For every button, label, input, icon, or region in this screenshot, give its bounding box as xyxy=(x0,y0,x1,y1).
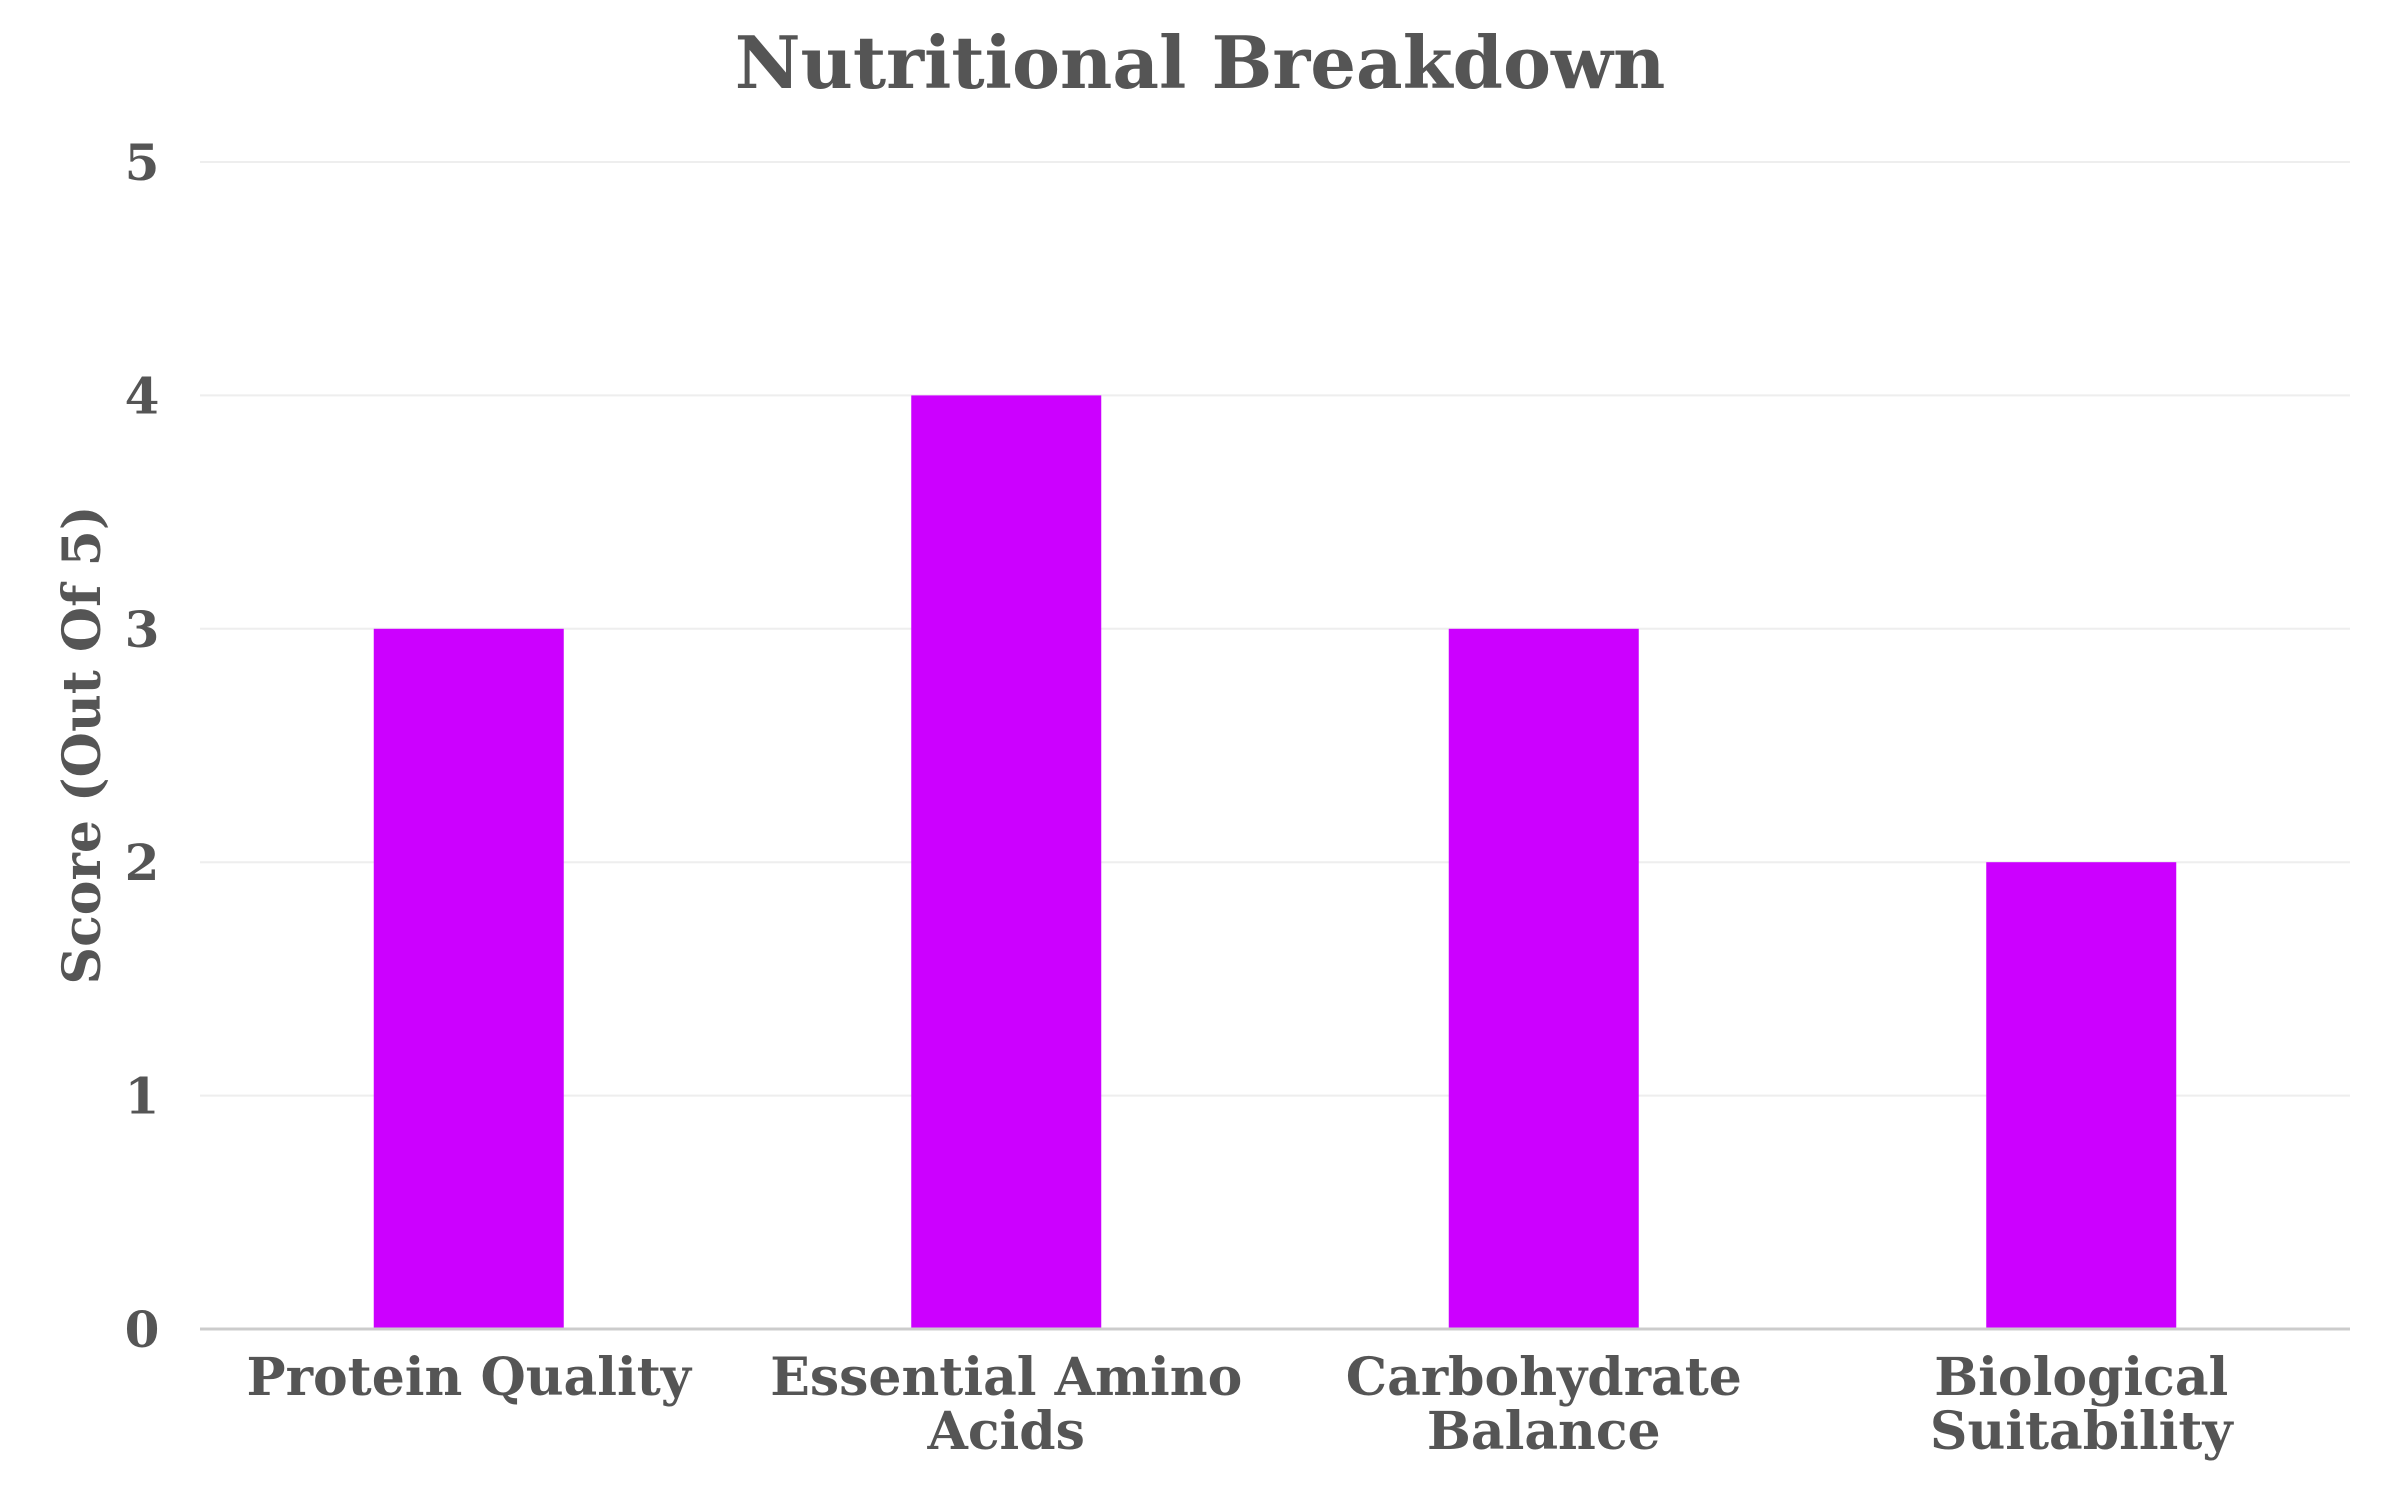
bar xyxy=(373,628,564,1329)
bar xyxy=(1448,628,1639,1329)
x-category-label: Suitability xyxy=(1930,1401,2234,1462)
y-tick-label: 3 xyxy=(125,600,160,659)
x-category-label: Biological xyxy=(1934,1347,2228,1408)
chart-title: Nutritional Breakdown xyxy=(735,20,1666,105)
y-tick-label: 0 xyxy=(125,1300,160,1359)
x-category-label: Protein Quality xyxy=(247,1347,693,1408)
x-category-label: Balance xyxy=(1427,1401,1661,1462)
y-tick-label: 2 xyxy=(125,833,160,892)
y-tick-label: 1 xyxy=(125,1067,160,1126)
y-axis-title: Score (Out Of 5) xyxy=(52,506,113,985)
x-category-label: Acids xyxy=(927,1401,1085,1462)
bars xyxy=(373,395,2177,1329)
bar xyxy=(1986,862,2177,1329)
y-tick-labels: 0 1 2 3 4 5 xyxy=(125,133,160,1359)
y-tick-label: 4 xyxy=(125,366,160,425)
x-category-label: Essential Amino xyxy=(770,1347,1242,1408)
bar xyxy=(911,395,1102,1329)
y-tick-label: 5 xyxy=(125,133,160,192)
x-category-label: Carbohydrate xyxy=(1346,1347,1742,1408)
